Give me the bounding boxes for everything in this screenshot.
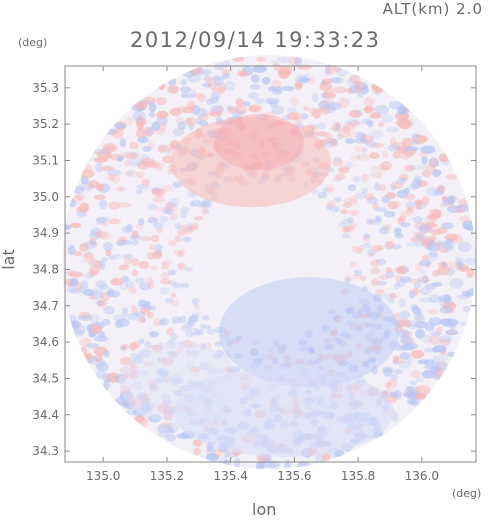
x-tick-label: 135.6: [277, 469, 311, 483]
y-tick-label: 35.0: [32, 190, 59, 204]
y-axis-ticks: 35.3 35.2 35.1 35.0 34.9 34.8 34.7 34.6 34.5 34.4…: [32, 81, 476, 458]
x-tick-label: 136.0: [405, 469, 439, 483]
x-tick-label: 135.4: [213, 469, 247, 483]
x-tick-label: 135.8: [341, 469, 375, 483]
y-tick-label: 34.6: [32, 335, 59, 349]
radar-field: [61, 55, 476, 470]
y-tick-label: 34.5: [32, 371, 59, 385]
plot-frame: [64, 65, 477, 463]
y-tick-label: 34.7: [32, 299, 59, 313]
y-tick-label: 34.9: [32, 226, 59, 240]
altitude-label: ALT(km) 2.0: [382, 0, 483, 18]
x-tick-label: 135.0: [86, 469, 120, 483]
x-axis-label: lon: [252, 500, 277, 519]
x-axis-ticks: 135.0 135.2 135.4 135.6 135.8 136.0: [86, 66, 439, 483]
y-unit-label: (deg): [18, 36, 48, 49]
y-tick-label: 35.3: [32, 81, 59, 95]
y-tick-label: 34.4: [32, 408, 59, 422]
timestamp-title: 2012/09/14 19:33:23: [130, 28, 381, 52]
y-tick-label: 35.1: [32, 153, 59, 167]
x-tick-label: 135.2: [150, 469, 184, 483]
y-tick-label: 34.3: [32, 444, 59, 458]
y-tick-label: 34.8: [32, 262, 59, 276]
x-unit-label: (deg): [452, 487, 482, 500]
y-tick-label: 35.2: [32, 117, 59, 131]
